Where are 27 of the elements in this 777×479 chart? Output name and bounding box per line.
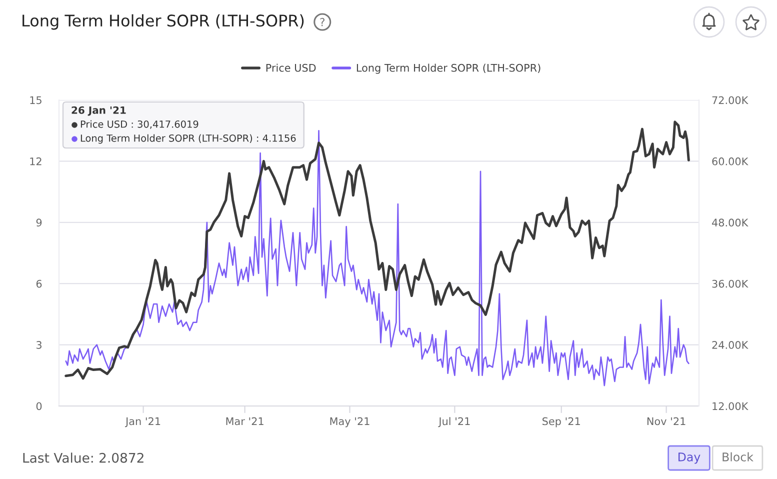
x-tick-label: Sep '21	[542, 417, 580, 428]
x-tick-label: Mar '21	[226, 417, 264, 426]
y2-tick-label: 72.00K	[712, 96, 748, 104]
y2-tick-label: 36.00K	[712, 280, 748, 288]
text: Block	[722, 452, 754, 462]
x-tick-label: Jan '21	[125, 417, 160, 428]
y2-tick-label: 12.00K	[712, 402, 748, 410]
y-tick-label: 0	[36, 402, 42, 410]
y-tick-label: 3	[36, 341, 42, 349]
y-tick-label: 6	[36, 280, 42, 288]
y-tick-label: 9	[36, 218, 42, 227]
y-tick-label: 15	[30, 96, 42, 104]
chart-title: Long Term Holder SOPR (LTH-SOPR)	[22, 14, 304, 30]
text: Day	[678, 452, 700, 464]
annotation: 26 Jan '21	[72, 106, 126, 116]
x-tick-label: Nov '21	[647, 417, 686, 426]
legend-label: Price USD	[266, 64, 316, 72]
x-tick-label: May '21	[330, 417, 370, 428]
x-tick-label: Jul '21	[438, 417, 470, 428]
legend-label: Long Term Holder SOPR (LTH-SOPR)	[356, 64, 540, 74]
y2-tick-label: 60.00K	[712, 157, 748, 166]
y2-tick-label: 48.00K	[712, 218, 748, 227]
y-tick-label: 12	[30, 157, 42, 166]
text: Last Value: 2.0872	[23, 452, 144, 463]
annotation: Price USD : 30,417.6019	[80, 120, 198, 129]
y2-tick-label: 24.00K	[712, 341, 748, 349]
annotation: Long Term Holder SOPR (LTH-SOPR) : 4.1156	[80, 134, 296, 144]
